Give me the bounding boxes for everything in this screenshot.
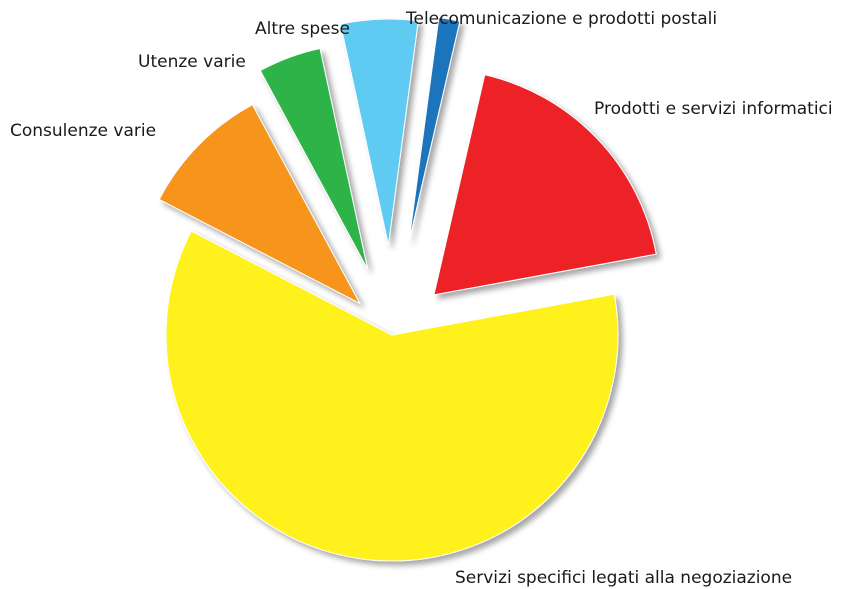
slice-label-telecomunicazione: Telecomunicazione e prodotti postali	[405, 9, 717, 29]
labels-layer: Prodotti e servizi informatici Servizi s…	[10, 9, 833, 588]
slice-label-prodotti: Prodotti e servizi informatici	[594, 99, 833, 119]
slice-consulenze	[158, 103, 362, 305]
slices-layer	[158, 16, 657, 562]
slice-utenze	[259, 47, 369, 270]
slice-label-servizi-negoziazione: Servizi specifici legati alla negoziazio…	[455, 568, 792, 588]
slice-prodotti	[433, 74, 657, 296]
slice-servizi-negoziazione	[165, 230, 619, 562]
slice-label-altre-spese: Altre spese	[255, 19, 350, 39]
slice-telecomunicazione	[408, 16, 461, 242]
slice-label-utenze: Utenze varie	[138, 52, 246, 72]
slice-altre-spese	[340, 18, 419, 246]
slice-label-consulenze: Consulenze varie	[10, 121, 156, 141]
